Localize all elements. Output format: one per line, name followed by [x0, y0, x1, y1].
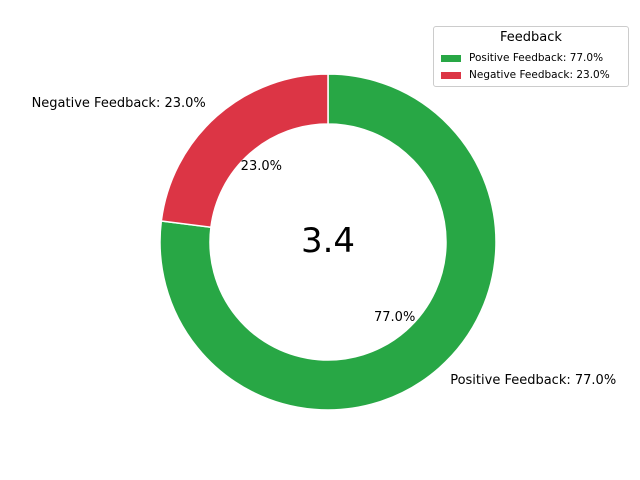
donut-slices [159, 73, 497, 411]
legend-label-negative: Negative Feedback: 23.0% [469, 69, 610, 81]
legend-swatch-negative [441, 71, 461, 79]
legend-label-positive: Positive Feedback: 77.0% [469, 52, 604, 64]
legend-item-negative: Negative Feedback: 23.0% [441, 68, 610, 82]
center-value: 3.4 [301, 221, 355, 261]
legend-swatch-positive [441, 54, 461, 62]
legend-title: Feedback [500, 30, 562, 45]
legend: Feedback Positive Feedback: 77.0% Negati… [433, 26, 629, 87]
legend-item-positive: Positive Feedback: 77.0% [441, 51, 603, 65]
outer-label-negative-feedback: Negative Feedback: 23.0% [32, 96, 206, 111]
pct-label-negative-feedback: 23.0% [241, 159, 282, 174]
slice-negative-feedback [160, 73, 329, 229]
outer-label-positive-feedback: Positive Feedback: 77.0% [450, 373, 616, 388]
slice-positive-feedback [159, 73, 497, 411]
pct-label-positive-feedback: 77.0% [374, 310, 415, 325]
slice-labels: Positive Feedback: 77.0% 77.0% Negative Fe… [32, 96, 617, 388]
